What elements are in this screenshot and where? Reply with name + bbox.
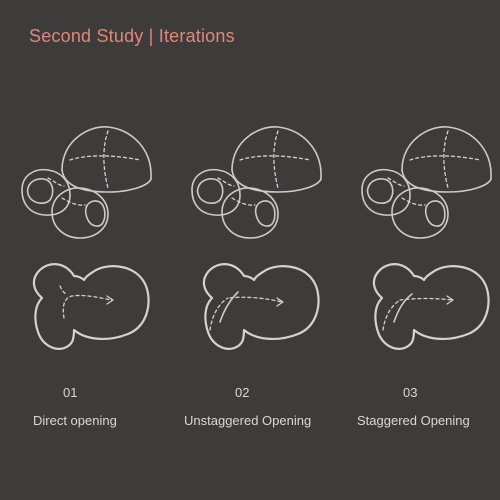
iteration-2-number: 02 [235, 385, 249, 400]
iteration-3-name: Staggered Opening [357, 413, 470, 428]
iteration-1-3d [22, 127, 151, 238]
iteration-2-3d [192, 127, 321, 238]
iteration-3-number: 03 [403, 385, 417, 400]
iteration-3-3d [362, 127, 491, 238]
iteration-1-name: Direct opening [33, 413, 117, 428]
iteration-3-plan [374, 264, 489, 349]
iteration-2-name: Unstaggered Opening [184, 413, 311, 428]
iteration-1-plan [34, 264, 149, 349]
iteration-2-plan [204, 264, 319, 349]
iteration-1-number: 01 [63, 385, 77, 400]
